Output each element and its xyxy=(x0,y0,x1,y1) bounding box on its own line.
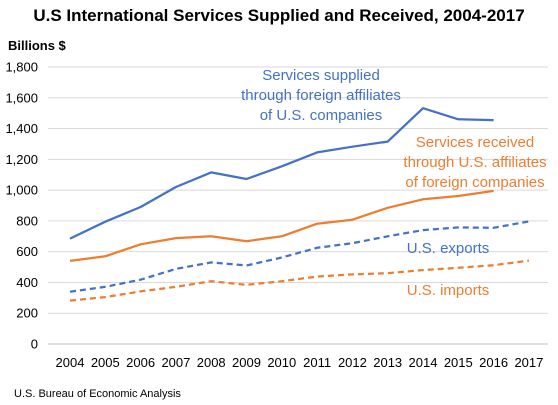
y-tick-label: 200 xyxy=(16,306,38,321)
series-line-received xyxy=(69,189,494,263)
x-tick-label: 2016 xyxy=(479,355,508,370)
x-tick-label: 2013 xyxy=(373,355,402,370)
x-tick-label: 2012 xyxy=(338,355,367,370)
series-label-received: Services received xyxy=(416,134,534,151)
series-line-imports xyxy=(69,259,530,302)
y-tick-label: 0 xyxy=(31,337,38,352)
x-tick-label: 2004 xyxy=(56,355,85,370)
series-lines xyxy=(69,107,530,302)
x-tick-label: 2017 xyxy=(514,355,543,370)
series-annotations: Services supplied through foreign affilia… xyxy=(241,67,546,299)
series-label-supplied: of U.S. companies xyxy=(260,107,383,124)
x-tick-label: 2010 xyxy=(267,355,296,370)
y-tick-label: 1,600 xyxy=(5,90,38,105)
source-note: U.S. Bureau of Economic Analysis xyxy=(14,388,181,400)
y-tick-label: 800 xyxy=(16,213,38,228)
series-line-supplied xyxy=(69,107,494,240)
x-tick-label: 2008 xyxy=(197,355,226,370)
y-tick-label: 1,800 xyxy=(5,60,38,75)
series-label-supplied: Services supplied xyxy=(262,67,380,84)
series-label-exports: U.S. exports xyxy=(407,240,490,257)
x-tick-label: 2009 xyxy=(232,355,261,370)
series-label-imports: U.S. imports xyxy=(407,282,490,299)
y-axis-ticks: 0 200 400 600 800 1,000 1,200 1,400 1,600 1,800 xyxy=(5,60,38,352)
series-label-supplied: through foreign affiliates xyxy=(241,87,401,104)
x-tick-label: 2005 xyxy=(91,355,120,370)
x-tick-label: 2015 xyxy=(444,355,473,370)
x-tick-label: 2014 xyxy=(409,355,438,370)
x-tick-label: 2011 xyxy=(303,355,331,370)
y-tick-label: 1,200 xyxy=(5,152,38,167)
y-tick-label: 1,000 xyxy=(5,183,38,198)
series-label-received: of foreign companies xyxy=(405,174,544,191)
series-line-exports xyxy=(69,220,530,293)
chart-title: U.S International Services Supplied and … xyxy=(33,6,525,25)
x-tick-label: 2006 xyxy=(126,355,155,370)
y-tick-label: 400 xyxy=(16,275,38,290)
y-axis-label: Billions $ xyxy=(8,38,66,53)
x-tick-label: 2007 xyxy=(161,355,190,370)
series-label-received: through U.S. affiliates xyxy=(403,154,546,171)
y-tick-label: 1,400 xyxy=(5,121,38,136)
y-tick-label: 600 xyxy=(16,244,38,259)
x-axis-ticks: 2004 2005 2006 2007 2008 2009 2010 2011 2012 2013… xyxy=(56,355,544,370)
